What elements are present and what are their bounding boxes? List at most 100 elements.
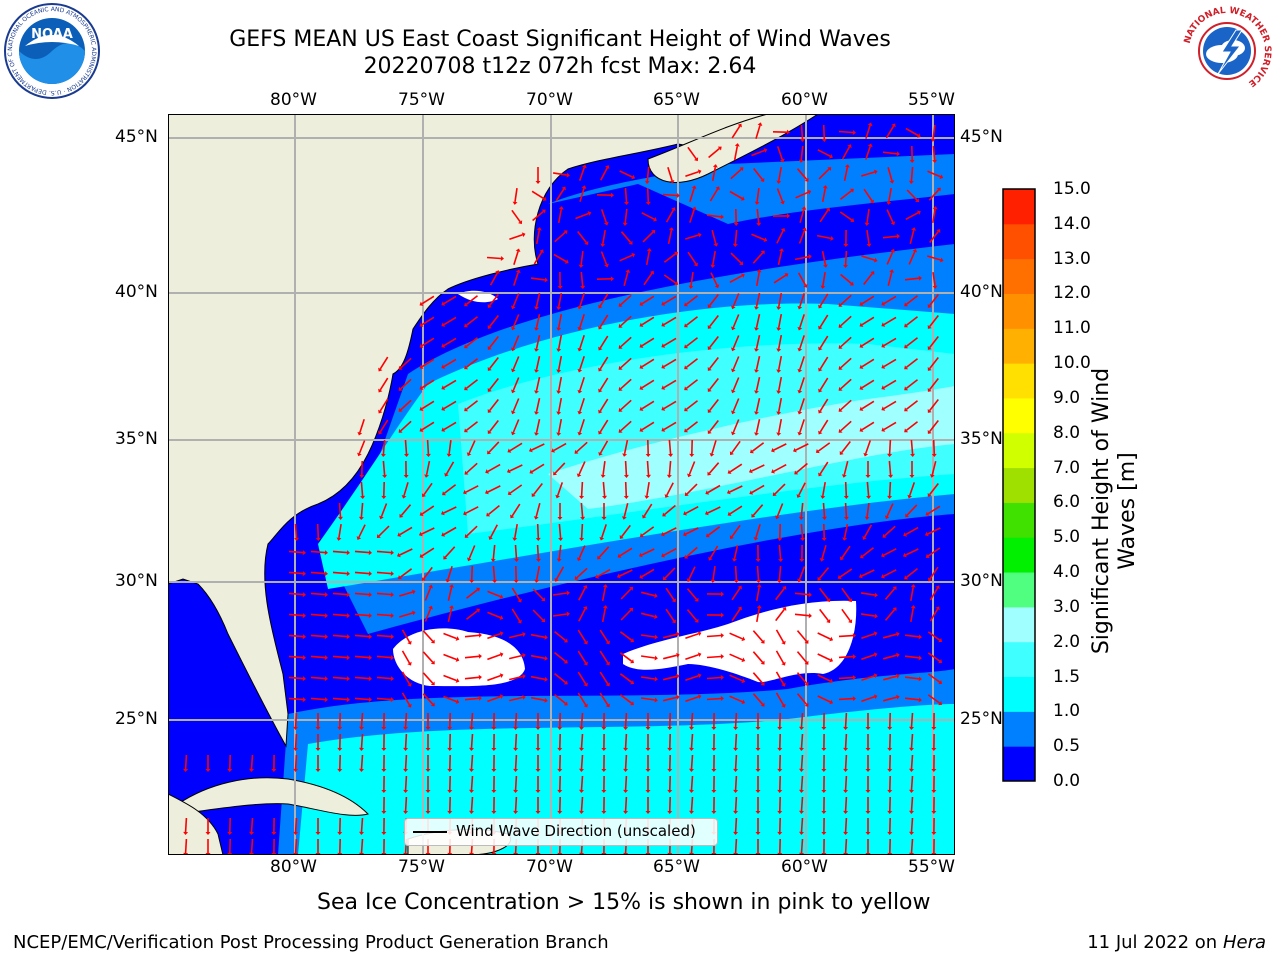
wave-direction-arrowhead (601, 789, 607, 793)
wave-direction-arrowhead (732, 243, 738, 247)
wave-direction-arrowhead (425, 790, 431, 793)
wave-direction-arrowhead (618, 344, 623, 349)
wave-direction-arrow (734, 838, 738, 854)
wave-direction-arrow (840, 336, 852, 348)
wave-direction-arrowhead (511, 431, 516, 436)
wave-direction-arrow (576, 567, 588, 579)
wave-direction-arrow (819, 209, 829, 223)
wave-direction-arrow (404, 439, 408, 455)
wave-direction-arrow (690, 775, 694, 791)
wave-direction-arrow (729, 674, 743, 682)
wave-direction-arrow (184, 754, 188, 770)
wave-direction-arrow (513, 272, 519, 286)
wave-direction-arrowhead (821, 768, 827, 772)
wave-direction-arrowhead (346, 634, 350, 640)
wave-direction-arrow (379, 356, 389, 370)
wave-direction-arrow (840, 378, 852, 390)
wave-direction-arrow (927, 505, 941, 515)
wave-direction-arrowhead (838, 323, 843, 328)
wave-direction-arrowhead (616, 573, 621, 579)
wave-direction-arrowhead (587, 211, 592, 216)
wave-direction-arrowhead (755, 832, 761, 835)
wave-direction-arrow (404, 754, 408, 770)
wave-direction-arrow (734, 565, 738, 581)
wave-direction-arrow (905, 526, 919, 536)
wave-direction-arrowhead (776, 369, 782, 373)
wave-direction-arrowhead (918, 634, 922, 640)
wave-direction-arrow (707, 506, 721, 514)
wave-direction-arrow (555, 566, 565, 580)
wave-direction-arrowhead (784, 273, 789, 278)
lon-label-top: 75°W (398, 90, 445, 110)
wave-direction-arrow (910, 754, 914, 770)
wave-direction-arrow (685, 695, 699, 703)
wave-direction-arrow (732, 419, 740, 433)
wave-direction-arrowhead (582, 606, 588, 610)
wave-direction-arrowhead (511, 305, 516, 310)
wave-direction-arrowhead (359, 747, 365, 751)
nws-logo: NATIONAL WEATHER SERVICE (1180, 4, 1274, 98)
wave-direction-arrow (709, 315, 719, 327)
wave-direction-arrow (557, 208, 563, 224)
wave-direction-arrowhead (522, 631, 526, 637)
wave-direction-arrow (905, 211, 919, 221)
wave-direction-arrowhead (826, 619, 831, 623)
wave-direction-arrow (620, 231, 632, 243)
wave-direction-arrowhead (798, 159, 804, 163)
wave-direction-arrow (756, 208, 760, 224)
wave-direction-arrow (360, 712, 364, 728)
wave-direction-arrow (577, 650, 587, 664)
wave-direction-arrowhead (654, 614, 658, 620)
wave-direction-arrowhead (485, 489, 489, 495)
wave-direction-arrow (509, 442, 523, 452)
wave-direction-arrowhead (777, 789, 783, 793)
wave-direction-arrowhead (931, 453, 937, 457)
wave-direction-arrowhead (733, 579, 739, 583)
wave-direction-arrowhead (709, 452, 715, 457)
wave-direction-arrow (552, 172, 568, 176)
wave-direction-arrowhead (511, 410, 516, 415)
wave-direction-arrowhead (639, 322, 644, 327)
wave-direction-arrow (425, 460, 431, 476)
wave-direction-arrowhead (908, 180, 914, 184)
wave-direction-arrowhead (910, 453, 916, 457)
wave-direction-arrow (861, 171, 875, 177)
wave-direction-arrow (576, 441, 588, 453)
wave-direction-arrowhead (720, 632, 724, 638)
wave-direction-arrow (685, 653, 699, 661)
wave-direction-arrow (929, 420, 939, 432)
wave-direction-arrowhead (734, 143, 740, 147)
wave-direction-arrowhead (534, 348, 539, 352)
wave-direction-arrow (575, 212, 589, 220)
lon-label-top: 60°W (781, 90, 828, 110)
wave-direction-arrowhead (892, 607, 897, 612)
wave-band-0.5-1.0 (548, 154, 955, 224)
wave-direction-arrowhead (782, 607, 787, 611)
wave-direction-arrow (641, 400, 655, 410)
wave-direction-arrow (861, 255, 875, 261)
wave-direction-arrowhead (390, 655, 394, 661)
wave-direction-arrow (288, 655, 304, 659)
wave-direction-arrowhead (649, 270, 655, 275)
wave-direction-arrow (294, 838, 298, 854)
wave-direction-arrowhead (684, 344, 689, 349)
wave-direction-arrowhead (852, 654, 856, 660)
wave-direction-arrow (250, 838, 254, 854)
wave-direction-arrow (752, 693, 764, 705)
wave-direction-arrow (511, 503, 521, 517)
wave-direction-arrowhead (534, 369, 539, 373)
wave-direction-arrow (840, 399, 852, 411)
wave-direction-arrow (332, 655, 348, 659)
wave-direction-arrow (380, 503, 388, 517)
wave-direction-arrow (487, 463, 501, 473)
wave-direction-arrowhead (936, 187, 941, 192)
wave-direction-arrowhead (441, 427, 446, 432)
wave-direction-arrowhead (605, 640, 610, 645)
wave-direction-arrowhead (938, 680, 943, 685)
wave-direction-arrow (796, 462, 808, 474)
wave-direction-arrowhead (639, 364, 644, 369)
wave-direction-arrow (861, 295, 875, 305)
wave-direction-arrowhead (808, 592, 812, 598)
wave-direction-arrow (841, 545, 851, 559)
wave-direction-arrow (360, 733, 364, 749)
